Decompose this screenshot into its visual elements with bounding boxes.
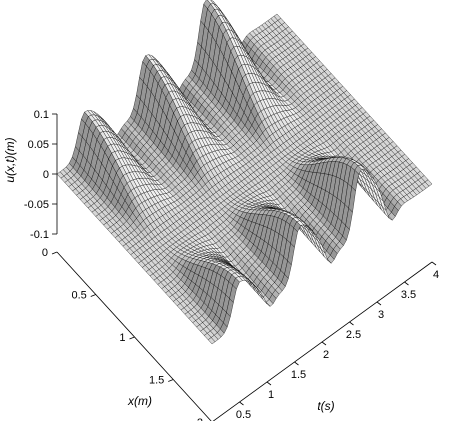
x-tick [129, 336, 135, 340]
x-tick [431, 261, 437, 266]
t-tick-label: 1 [268, 389, 274, 401]
x-tick [51, 251, 58, 255]
t-tick-label: 4 [433, 269, 439, 281]
t-axis-line [212, 261, 433, 421]
x-tick [376, 301, 382, 306]
x-tick [90, 294, 96, 297]
z-tick-label: 0.05 [28, 139, 49, 151]
x-tick [321, 341, 327, 346]
x-tick-label: 1 [119, 332, 125, 344]
t-axis-label: t(s) [317, 399, 334, 413]
axes: 00.511.5200.511.522.533.540.10.050-0.05-… [24, 109, 439, 421]
surface-face [207, 337, 216, 345]
z-axis-label: u(x,t)(m) [3, 137, 17, 182]
t-tick-label: 1.5 [291, 369, 306, 381]
t-tick-label: 3.5 [401, 289, 416, 301]
z-tick-label: -0.05 [24, 199, 49, 211]
t-tick-label: 2.5 [346, 329, 361, 341]
z-tick-label: -0.1 [30, 229, 49, 241]
x-tick [239, 401, 244, 406]
t-tick-label: 0.5 [236, 409, 251, 421]
surface-mesh [56, 0, 433, 345]
z-tick-label: 0.1 [34, 109, 49, 121]
x-tick-label: 2 [197, 417, 203, 421]
x-tick-label: 0.5 [71, 290, 86, 302]
x-tick [266, 381, 272, 386]
x-tick [404, 281, 409, 286]
x-axis-label: x(m) [127, 394, 152, 408]
x-tick-label: 0 [42, 247, 48, 259]
x-tick [168, 379, 174, 382]
x-tick [349, 321, 354, 326]
x-tick-label: 1.5 [149, 375, 164, 387]
t-tick-label: 2 [323, 349, 329, 361]
t-tick-label: 3 [378, 309, 384, 321]
x-tick [294, 361, 299, 366]
z-tick-label: 0 [43, 169, 49, 181]
